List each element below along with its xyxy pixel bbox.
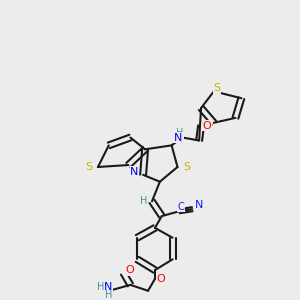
Text: S: S <box>183 162 190 172</box>
Text: S: S <box>213 83 220 93</box>
Text: H: H <box>97 282 105 292</box>
Text: O: O <box>202 121 211 131</box>
Text: O: O <box>156 274 165 284</box>
Text: O: O <box>125 265 134 275</box>
Text: N: N <box>130 167 139 177</box>
Text: S: S <box>85 162 93 172</box>
Text: N: N <box>174 133 182 142</box>
Text: N: N <box>104 282 112 292</box>
Text: N: N <box>194 200 203 210</box>
Text: H: H <box>140 196 147 206</box>
Text: C: C <box>178 202 184 212</box>
Text: H: H <box>105 290 112 300</box>
Text: H: H <box>176 128 183 138</box>
